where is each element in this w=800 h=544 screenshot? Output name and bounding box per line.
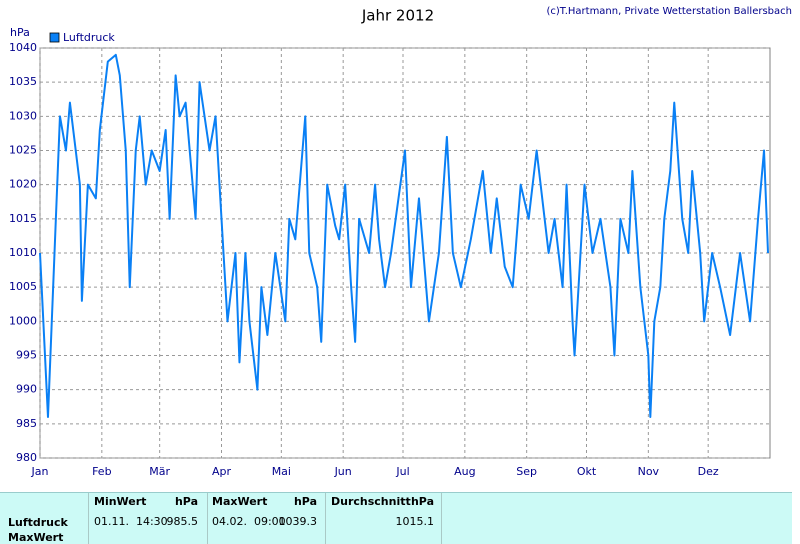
x-tick-label: Nov <box>638 465 660 478</box>
stats-table: MinWert hPa MaxWert hPa Durchschnitt hPa Luftd… <box>0 492 792 544</box>
column-header: MinWert <box>94 495 147 508</box>
x-tick-label: Mär <box>149 465 170 478</box>
y-tick-label: 1010 <box>9 246 37 259</box>
table-cell: 1039.3 <box>278 515 318 528</box>
column-separator <box>207 493 208 544</box>
y-axis-label: hPa <box>10 26 30 39</box>
column-header: MaxWert <box>212 495 268 508</box>
y-tick-label: 1005 <box>9 280 37 293</box>
table-cell: 04.02. 09:00 <box>212 515 286 528</box>
y-tick-label: 990 <box>16 383 37 396</box>
x-tick-label: Jun <box>334 465 352 478</box>
y-tick-label: 985 <box>16 417 37 430</box>
x-tick-label: Dez <box>698 465 719 478</box>
column-header: hPa <box>174 495 198 508</box>
credit: (c)T.Hartmann, Private Wetterstation Bal… <box>546 6 792 17</box>
table-cell: 985.5 <box>166 515 199 528</box>
x-tick-label: Feb <box>92 465 111 478</box>
chart: Jahr 2012 (c)T.Hartmann, Private Wetters… <box>9 6 792 478</box>
y-tick-label: 1030 <box>9 109 37 122</box>
column-header: hPa <box>410 495 434 508</box>
column-separator <box>325 493 326 544</box>
y-tick-label: 1025 <box>9 144 37 157</box>
column-separator <box>441 493 442 544</box>
x-tick-label: Okt <box>577 465 597 478</box>
x-tick-label: Apr <box>212 465 232 478</box>
legend-label: Luftdruck <box>63 31 115 44</box>
y-tick-label: 1020 <box>9 178 37 191</box>
x-tick-label: Mai <box>272 465 291 478</box>
table-cell: 01.11. 14:30 <box>94 515 168 528</box>
x-tick-label: Jan <box>31 465 49 478</box>
y-tick-label: 1035 <box>9 75 37 88</box>
y-tick-label: 995 <box>16 349 37 362</box>
y-tick-label: 1015 <box>9 212 37 225</box>
x-tick-label: Aug <box>454 465 475 478</box>
legend-swatch <box>49 32 60 43</box>
row-label: Luftdruck <box>8 516 68 529</box>
table-cell: 1015.1 <box>395 515 435 528</box>
row-label: MaxWert <box>8 531 64 544</box>
column-header: Durchschnitt <box>331 495 411 508</box>
y-tick-label: 980 <box>16 451 37 464</box>
column-header: hPa <box>293 495 317 508</box>
chart-title: Jahr 2012 <box>361 7 434 25</box>
y-tick-label: 1040 <box>9 41 37 54</box>
y-tick-label: 1000 <box>9 314 37 327</box>
x-tick-label: Jul <box>395 465 409 478</box>
line <box>39 53 770 418</box>
column-separator <box>88 493 89 544</box>
x-tick-label: Sep <box>516 465 537 478</box>
